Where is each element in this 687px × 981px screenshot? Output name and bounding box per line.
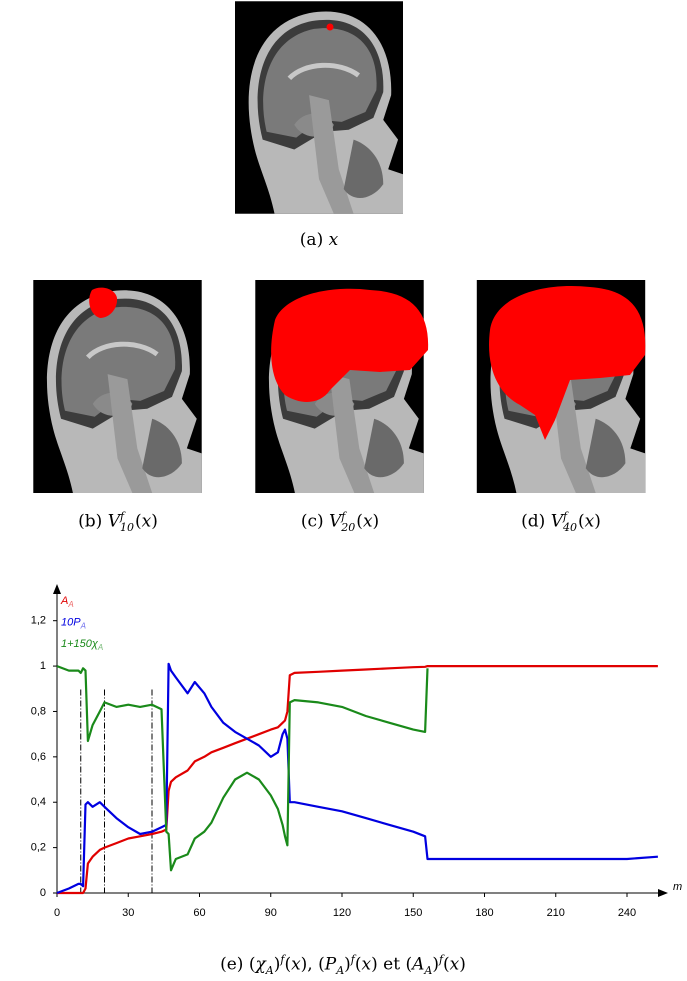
caption-text: ( bbox=[443, 954, 450, 975]
caption-subsup: f 20 bbox=[341, 511, 355, 533]
caption-sub: 20 bbox=[341, 521, 356, 534]
legend-label: 10PA bbox=[61, 616, 86, 630]
x-tick-label: 30 bbox=[122, 907, 134, 919]
legend-sub: A bbox=[80, 622, 86, 631]
caption-sup: f bbox=[341, 510, 346, 523]
caption-math: V bbox=[550, 511, 563, 532]
caption-math: x bbox=[361, 954, 372, 975]
y-tick-label: 0,8 bbox=[31, 705, 46, 717]
series-line bbox=[56, 662, 658, 895]
caption-text: ) bbox=[432, 954, 439, 975]
legend-name: A bbox=[60, 595, 68, 607]
caption-sub: 40 bbox=[562, 521, 577, 534]
x-tick-label: 150 bbox=[404, 907, 422, 919]
series-line bbox=[56, 665, 429, 872]
caption-sup: f bbox=[350, 953, 355, 966]
caption-text: (e) ( bbox=[220, 954, 256, 975]
caption-math: x bbox=[584, 511, 595, 532]
x-tick-label: 90 bbox=[265, 907, 277, 919]
image-c bbox=[255, 280, 429, 493]
y-tick-label: 1 bbox=[40, 660, 46, 672]
x-axis-label: m bbox=[673, 881, 682, 893]
x-arrow bbox=[658, 889, 668, 897]
caption: (e) (χA)f(x), (PA)f(x) et (AA)f(x) bbox=[220, 953, 466, 977]
caption-math: x bbox=[141, 511, 152, 532]
chart: m 0 0,2 0,4 0,6 0,8 1 1,2 0 30 60 90 120 150 180 210 24… bbox=[31, 584, 682, 919]
caption-text: ), ( bbox=[300, 954, 325, 975]
series-line bbox=[57, 665, 658, 895]
caption-sup: f bbox=[438, 953, 444, 966]
caption-text: (d) bbox=[521, 511, 551, 532]
x-tick-label: 240 bbox=[618, 907, 636, 919]
caption-sub: 10 bbox=[119, 521, 134, 534]
x-tick-label: 210 bbox=[547, 907, 565, 919]
caption-text: ( bbox=[577, 511, 585, 532]
y-tick-label: 0,4 bbox=[31, 796, 46, 808]
caption-text: (a) bbox=[299, 230, 329, 250]
caption-sup: f bbox=[119, 510, 125, 523]
legend-sub: A bbox=[97, 643, 103, 652]
caption-math: χ bbox=[255, 954, 266, 975]
caption-text: (b) bbox=[78, 511, 108, 532]
caption-sub: A bbox=[424, 964, 433, 978]
legend-name: 1+150χ bbox=[61, 638, 99, 650]
x-tick-label: 60 bbox=[193, 907, 205, 919]
caption-subsup: f 10 bbox=[120, 511, 134, 533]
x-tick-label: 120 bbox=[333, 907, 351, 919]
caption-text: ( bbox=[284, 954, 292, 975]
caption-math: V bbox=[329, 511, 342, 532]
legend-label: 1+150χA bbox=[61, 638, 103, 652]
caption-math: V bbox=[107, 511, 120, 532]
y-tick-label: 0,2 bbox=[31, 842, 46, 854]
caption-subsup: f 40 bbox=[563, 511, 577, 533]
caption-math: x bbox=[362, 511, 373, 532]
caption-text: ) et ( bbox=[371, 954, 413, 975]
y-tick-label: 1,2 bbox=[31, 615, 46, 627]
image-b bbox=[33, 280, 201, 493]
caption-math: x bbox=[328, 230, 339, 250]
caption-text: ( bbox=[134, 511, 142, 532]
caption-math: x bbox=[449, 954, 460, 975]
image-d bbox=[477, 280, 646, 493]
caption-math: A bbox=[412, 954, 425, 975]
x-tick-label: 180 bbox=[475, 907, 493, 919]
caption-text: ( bbox=[356, 511, 363, 532]
caption-text: ) bbox=[372, 511, 380, 532]
caption-math: P bbox=[324, 954, 337, 975]
caption-text: ) bbox=[344, 954, 351, 975]
caption: (a) x bbox=[300, 230, 338, 250]
caption-sub: A bbox=[336, 964, 345, 978]
caption-text: ) bbox=[594, 511, 601, 532]
legend-sub: A bbox=[67, 600, 73, 609]
caption-text: (c) bbox=[300, 511, 330, 532]
caption-text: ) bbox=[273, 954, 281, 975]
legend-label: AA bbox=[60, 595, 74, 609]
caption-text: ) bbox=[459, 954, 466, 975]
caption-text: ( bbox=[354, 954, 362, 975]
y-tick-label: 0,6 bbox=[31, 751, 46, 763]
caption-sub: A bbox=[265, 964, 274, 978]
caption-sup: f bbox=[280, 953, 285, 966]
y-arrow bbox=[53, 584, 61, 594]
image-a bbox=[235, 1, 403, 213]
caption-sup: f bbox=[562, 510, 568, 523]
caption-math: x bbox=[291, 954, 301, 975]
y-tick-label: 0 bbox=[40, 887, 46, 899]
legend-name: 10P bbox=[61, 616, 81, 628]
x-tick-label: 0 bbox=[54, 907, 60, 919]
caption-text: ) bbox=[151, 511, 158, 532]
